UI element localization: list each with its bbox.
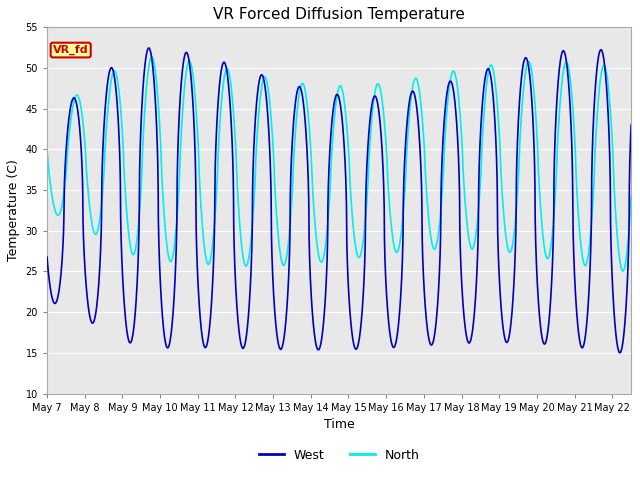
X-axis label: Time: Time [324,418,355,431]
Legend: West, North: West, North [254,444,424,467]
Title: VR Forced Diffusion Temperature: VR Forced Diffusion Temperature [213,7,465,22]
Text: VR_fd: VR_fd [53,45,88,55]
Y-axis label: Temperature (C): Temperature (C) [7,159,20,262]
